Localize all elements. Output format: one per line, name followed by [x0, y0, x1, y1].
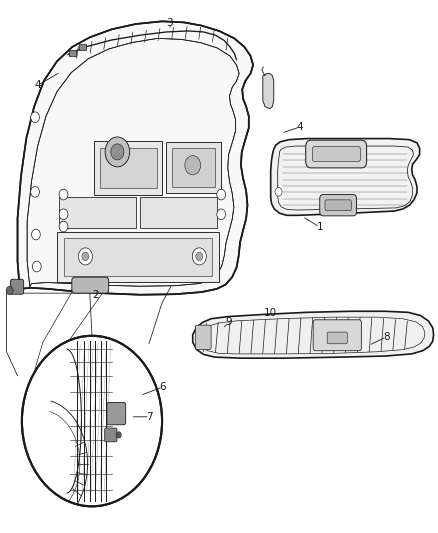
Polygon shape	[271, 139, 420, 215]
Circle shape	[59, 209, 68, 220]
Circle shape	[82, 252, 89, 261]
Polygon shape	[18, 21, 253, 295]
Polygon shape	[27, 38, 239, 287]
Text: 1: 1	[316, 222, 323, 232]
Circle shape	[111, 144, 124, 160]
Circle shape	[6, 286, 13, 295]
FancyBboxPatch shape	[59, 197, 136, 228]
FancyBboxPatch shape	[94, 141, 162, 195]
Bar	[79, 44, 86, 50]
Text: 4: 4	[297, 122, 304, 132]
Circle shape	[32, 261, 41, 272]
FancyBboxPatch shape	[140, 197, 217, 228]
Text: 10: 10	[264, 308, 277, 318]
FancyBboxPatch shape	[195, 325, 211, 350]
FancyBboxPatch shape	[107, 402, 126, 425]
Text: 6: 6	[159, 382, 166, 392]
Circle shape	[22, 336, 162, 506]
FancyBboxPatch shape	[105, 428, 117, 442]
Circle shape	[31, 112, 39, 123]
Circle shape	[196, 252, 203, 261]
FancyBboxPatch shape	[172, 148, 215, 187]
Text: 9: 9	[225, 318, 232, 327]
FancyBboxPatch shape	[327, 332, 347, 344]
Circle shape	[217, 189, 226, 200]
Circle shape	[217, 209, 226, 220]
FancyBboxPatch shape	[72, 277, 109, 293]
FancyBboxPatch shape	[11, 279, 24, 294]
Circle shape	[31, 187, 39, 197]
Circle shape	[78, 248, 92, 265]
Polygon shape	[263, 74, 274, 109]
Text: 3: 3	[166, 19, 173, 28]
Bar	[69, 50, 76, 56]
Circle shape	[192, 248, 206, 265]
Text: 2: 2	[92, 290, 99, 300]
Text: 7: 7	[146, 412, 153, 422]
FancyBboxPatch shape	[57, 232, 219, 282]
Circle shape	[59, 221, 68, 232]
FancyBboxPatch shape	[306, 140, 367, 168]
FancyBboxPatch shape	[312, 147, 360, 161]
Polygon shape	[193, 311, 434, 358]
FancyBboxPatch shape	[313, 320, 361, 351]
Circle shape	[59, 189, 68, 200]
Text: 4: 4	[34, 80, 41, 90]
Circle shape	[185, 156, 201, 175]
FancyBboxPatch shape	[325, 200, 351, 211]
FancyBboxPatch shape	[100, 148, 157, 188]
FancyBboxPatch shape	[320, 195, 357, 216]
Text: 8: 8	[383, 332, 390, 342]
Circle shape	[32, 229, 40, 240]
FancyBboxPatch shape	[64, 238, 212, 276]
FancyBboxPatch shape	[166, 142, 221, 193]
Circle shape	[105, 137, 130, 167]
Circle shape	[116, 432, 121, 438]
Circle shape	[275, 188, 282, 196]
